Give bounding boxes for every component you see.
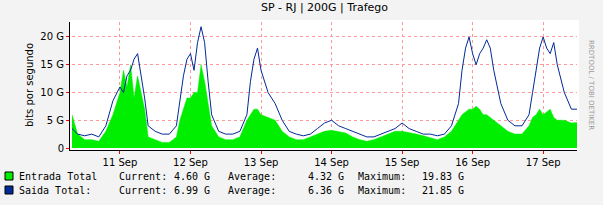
svg-text:14 Sep: 14 Sep [314,157,349,168]
svg-text:19.83 G: 19.83 G [422,171,464,182]
svg-text:bits por segundo: bits por segundo [24,43,35,127]
svg-text:4.60 G: 4.60 G [174,171,210,182]
svg-text:12 Sep: 12 Sep [173,157,208,168]
svg-text:RRDTOOL / TOBI OETIKER: RRDTOOL / TOBI OETIKER [587,40,595,130]
svg-text:Saida Total:: Saida Total: [19,185,91,196]
svg-text:6.99 G: 6.99 G [174,185,210,196]
svg-text:Average:: Average: [228,171,276,182]
svg-text:17 Sep: 17 Sep [526,157,561,168]
svg-text:Current:: Current: [119,185,167,196]
svg-text:Average:: Average: [228,185,276,196]
svg-text:11 Sep: 11 Sep [103,157,138,168]
svg-text:16 Sep: 16 Sep [455,157,490,168]
svg-text:6.36 G: 6.36 G [308,185,344,196]
svg-text:Current:: Current: [119,171,167,182]
svg-text:20 G: 20 G [40,31,64,42]
svg-text:10 G: 10 G [40,87,64,98]
svg-text:13 Sep: 13 Sep [244,157,279,168]
svg-text:4.32 G: 4.32 G [308,171,344,182]
svg-text:15 Sep: 15 Sep [385,157,420,168]
svg-text:Entrada Total: Entrada Total [19,171,97,182]
svg-text:SP - RJ | 200G | Trafego: SP - RJ | 200G | Trafego [261,1,388,14]
svg-text:Maximum:: Maximum: [358,185,406,196]
svg-text:21.85 G: 21.85 G [422,185,464,196]
svg-text:15 G: 15 G [40,59,64,70]
svg-text:5 G: 5 G [47,115,64,126]
svg-text:0: 0 [58,143,64,154]
svg-text:Maximum:: Maximum: [358,171,406,182]
